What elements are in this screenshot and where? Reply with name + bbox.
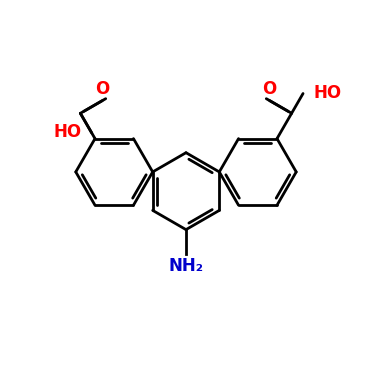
Text: HO: HO [313, 84, 341, 102]
Text: O: O [95, 80, 109, 98]
Text: O: O [263, 80, 277, 98]
Text: HO: HO [54, 123, 82, 141]
Text: NH₂: NH₂ [169, 257, 203, 275]
